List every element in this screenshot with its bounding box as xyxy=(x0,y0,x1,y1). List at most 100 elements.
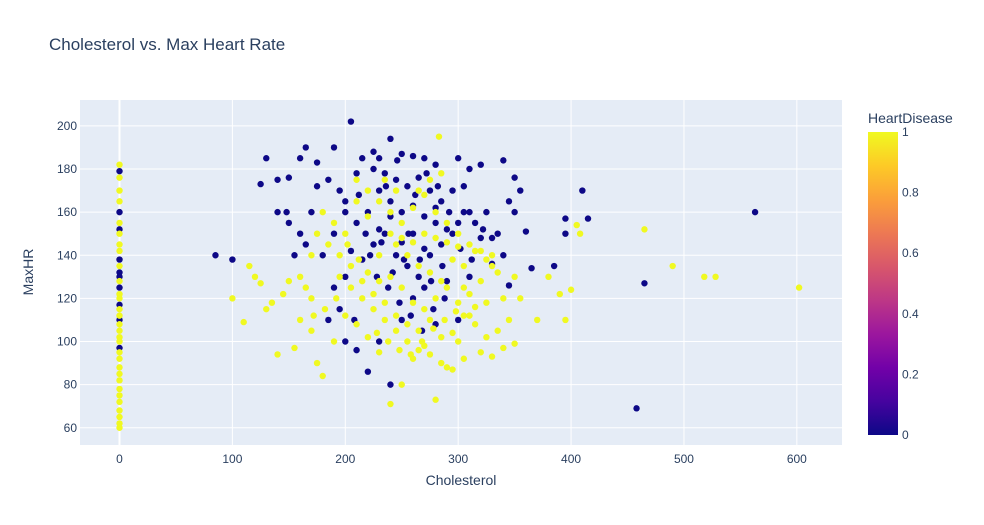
data-point xyxy=(116,247,123,255)
data-point xyxy=(452,308,460,315)
data-point xyxy=(344,241,351,248)
data-point xyxy=(274,351,281,358)
data-point xyxy=(454,338,462,345)
data-point xyxy=(449,187,456,194)
data-point xyxy=(257,180,264,188)
data-point xyxy=(404,338,411,345)
data-point xyxy=(116,338,123,345)
data-point xyxy=(434,183,442,190)
data-point xyxy=(573,221,580,229)
data-point xyxy=(421,213,428,220)
data-point xyxy=(364,368,372,375)
data-point xyxy=(116,256,123,263)
colorbar-title: HeartDisease xyxy=(868,110,953,126)
data-point xyxy=(353,170,360,177)
data-point xyxy=(421,155,428,162)
y-axis-title: MaxHR xyxy=(20,249,36,296)
data-point xyxy=(378,239,385,246)
data-point xyxy=(443,277,451,285)
data-point xyxy=(240,318,247,326)
data-point xyxy=(415,346,422,354)
data-point xyxy=(330,219,338,227)
x-tick-label: 300 xyxy=(448,452,468,466)
data-point xyxy=(375,187,383,194)
data-point xyxy=(633,405,640,412)
data-point xyxy=(454,219,462,227)
data-point xyxy=(375,349,383,356)
data-point xyxy=(342,338,349,345)
data-point xyxy=(432,219,439,227)
data-point xyxy=(421,245,428,252)
data-point xyxy=(398,234,405,242)
data-point xyxy=(449,366,456,373)
data-point xyxy=(116,385,123,393)
data-point xyxy=(387,400,394,408)
data-point xyxy=(375,226,383,233)
data-point xyxy=(116,370,123,378)
data-point xyxy=(373,329,381,337)
data-point xyxy=(426,252,434,259)
y-tick-label: 200 xyxy=(57,119,77,133)
data-point xyxy=(409,239,417,246)
data-point xyxy=(116,377,123,384)
x-tick-label: 200 xyxy=(335,452,355,466)
data-point xyxy=(116,198,123,205)
data-point xyxy=(454,316,462,324)
data-point xyxy=(477,161,484,168)
data-point xyxy=(116,349,123,356)
data-point xyxy=(336,305,343,313)
data-point xyxy=(567,286,575,293)
data-point xyxy=(534,316,541,324)
data-point xyxy=(308,327,315,334)
data-point xyxy=(291,252,298,259)
data-point xyxy=(483,256,490,263)
data-point xyxy=(381,299,388,306)
data-point xyxy=(454,243,462,250)
data-point xyxy=(116,284,123,291)
data-point xyxy=(370,305,377,313)
data-point xyxy=(370,290,377,298)
data-point xyxy=(545,273,552,281)
data-point xyxy=(421,230,428,237)
data-point xyxy=(449,230,456,237)
data-point xyxy=(483,333,490,341)
data-point xyxy=(308,208,315,216)
data-point xyxy=(528,264,535,272)
data-point xyxy=(471,321,479,328)
y-tick-label: 180 xyxy=(57,162,77,176)
data-point xyxy=(477,277,484,285)
colorbar xyxy=(868,132,898,435)
data-point xyxy=(488,353,496,360)
data-point xyxy=(576,230,584,237)
data-point xyxy=(398,208,405,216)
data-point xyxy=(366,252,374,259)
y-tick-label: 60 xyxy=(64,421,78,435)
data-point xyxy=(116,295,123,302)
colorbar-tick-label: 1 xyxy=(902,125,909,139)
data-point xyxy=(511,340,518,347)
data-points xyxy=(116,118,803,431)
data-point xyxy=(477,247,484,255)
data-point xyxy=(384,338,392,345)
data-point xyxy=(471,303,479,311)
data-point xyxy=(392,312,400,319)
data-point xyxy=(443,284,451,291)
data-point xyxy=(454,230,462,237)
data-point xyxy=(347,118,355,125)
data-point xyxy=(381,316,388,324)
data-point xyxy=(291,344,298,352)
data-point xyxy=(415,273,422,281)
data-point xyxy=(404,262,411,270)
data-point xyxy=(319,208,326,216)
data-point xyxy=(116,161,123,168)
data-point xyxy=(116,355,123,362)
data-point xyxy=(263,305,270,313)
data-point xyxy=(342,312,349,319)
data-point xyxy=(421,284,428,291)
data-point xyxy=(381,176,388,183)
data-point xyxy=(342,230,349,237)
data-point xyxy=(116,187,123,194)
data-point xyxy=(426,187,434,194)
data-point xyxy=(494,269,501,276)
data-point xyxy=(505,282,513,289)
